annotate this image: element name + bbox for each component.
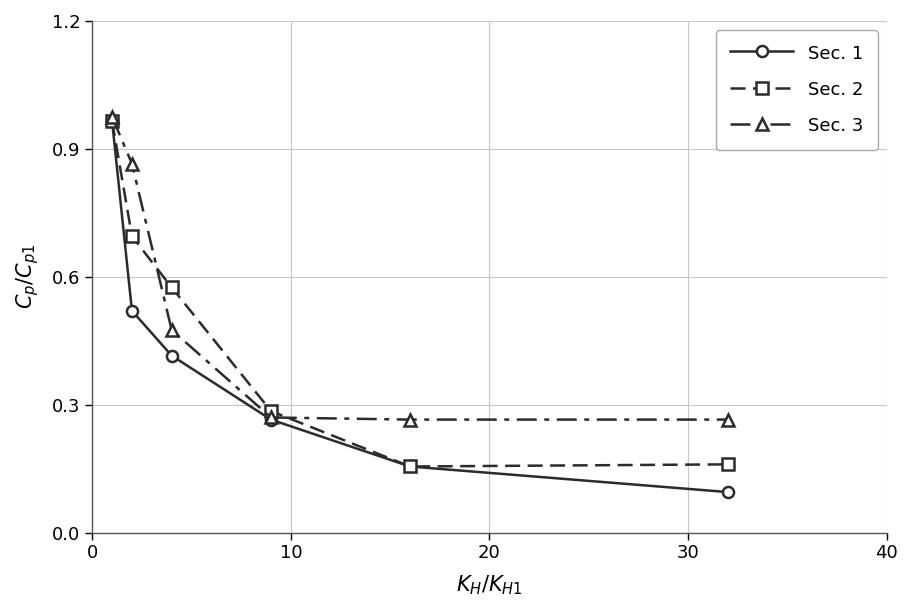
Sec. 3	[265, 414, 276, 421]
Sec. 2	[107, 117, 118, 125]
Line: Sec. 1: Sec. 1	[107, 115, 732, 497]
Sec. 1	[166, 352, 177, 359]
Sec. 2	[166, 284, 177, 291]
Sec. 1	[107, 117, 118, 125]
Line: Sec. 2: Sec. 2	[107, 115, 732, 472]
Sec. 1	[265, 416, 276, 423]
Sec. 3	[722, 416, 732, 423]
Sec. 3	[404, 416, 415, 423]
Sec. 3	[166, 326, 177, 334]
Line: Sec. 3: Sec. 3	[107, 111, 732, 425]
Sec. 2	[127, 233, 138, 240]
Y-axis label: $C_p/C_{p1}$: $C_p/C_{p1}$	[14, 244, 41, 309]
Sec. 1	[722, 488, 732, 496]
Sec. 2	[404, 463, 415, 470]
Sec. 2	[722, 461, 732, 468]
Legend: Sec. 1, Sec. 2, Sec. 3: Sec. 1, Sec. 2, Sec. 3	[715, 30, 876, 150]
X-axis label: $K_H/K_{H1}$: $K_H/K_{H1}$	[456, 574, 522, 597]
Sec. 3	[107, 113, 118, 120]
Sec. 1	[127, 307, 138, 315]
Sec. 3	[127, 160, 138, 167]
Sec. 1	[404, 463, 415, 470]
Sec. 2	[265, 408, 276, 415]
